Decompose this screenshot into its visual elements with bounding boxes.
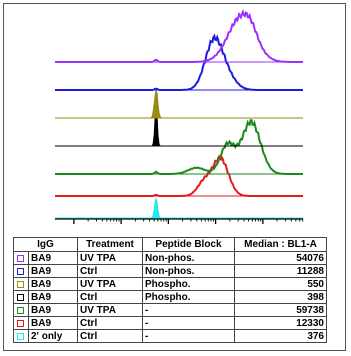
legend-swatch bbox=[13, 251, 29, 265]
header-peptide-block: Peptide Block bbox=[142, 237, 235, 252]
legend-peptide: Phospho. bbox=[142, 277, 235, 291]
legend-row: 2' only Ctrl -376 bbox=[13, 329, 327, 343]
legend-median: 11288 bbox=[234, 264, 327, 278]
legend-row: BA9 UV TPA Non-phos. 54076 bbox=[13, 251, 327, 265]
legend-igg: 2' only bbox=[28, 329, 78, 343]
series-histogram bbox=[55, 119, 303, 175]
legend-peptide: - bbox=[142, 329, 235, 343]
legend-igg: BA9 bbox=[28, 251, 78, 265]
legend-row: BA9 Ctrl -12330 bbox=[13, 316, 327, 330]
legend-treatment: UV TPA bbox=[77, 277, 143, 291]
legend-median: 59738 bbox=[234, 303, 327, 317]
legend-median: 54076 bbox=[234, 251, 327, 265]
legend-peptide: Non-phos. bbox=[142, 251, 235, 265]
legend-median: 398 bbox=[234, 290, 327, 304]
series-histogram bbox=[55, 89, 303, 119]
header-igg: IgG bbox=[13, 237, 78, 252]
legend-swatch bbox=[13, 303, 29, 317]
legend-swatch bbox=[13, 290, 29, 304]
series-histogram bbox=[55, 154, 303, 197]
legend-treatment: UV TPA bbox=[77, 251, 143, 265]
legend-treatment: Ctrl bbox=[77, 264, 143, 278]
legend-treatment: Ctrl bbox=[77, 329, 143, 343]
legend-peptide: - bbox=[142, 316, 235, 330]
legend-header-row: IgG Treatment Peptide Block Median : BL1… bbox=[13, 237, 327, 252]
legend-row: BA9 Ctrl Phospho. 398 bbox=[13, 290, 327, 304]
legend-peptide: Non-phos. bbox=[142, 264, 235, 278]
legend-igg: BA9 bbox=[28, 303, 78, 317]
legend-row: BA9 UV TPA Phospho. 550 bbox=[13, 277, 327, 291]
legend-swatch bbox=[13, 277, 29, 291]
legend-median: 12330 bbox=[234, 316, 327, 330]
legend-row: BA9 Ctrl Non-phos. 11288 bbox=[13, 264, 327, 278]
legend-table: IgG Treatment Peptide Block Median : BL1… bbox=[13, 237, 327, 343]
series-histogram bbox=[55, 102, 303, 147]
legend-median: 376 bbox=[234, 329, 327, 343]
header-treatment: Treatment bbox=[77, 237, 143, 252]
legend-swatch bbox=[13, 264, 29, 278]
legend-peptide: Phospho. bbox=[142, 290, 235, 304]
series-histogram bbox=[55, 8, 303, 63]
legend-swatch bbox=[13, 316, 29, 330]
series-histogram bbox=[55, 33, 303, 91]
legend-igg: BA9 bbox=[28, 316, 78, 330]
legend-igg: BA9 bbox=[28, 277, 78, 291]
legend-peptide: - bbox=[142, 303, 235, 317]
legend-treatment: Ctrl bbox=[77, 316, 143, 330]
legend-igg: BA9 bbox=[28, 264, 78, 278]
legend-median: 550 bbox=[234, 277, 327, 291]
legend-treatment: Ctrl bbox=[77, 290, 143, 304]
legend-treatment: UV TPA bbox=[77, 303, 143, 317]
legend-swatch bbox=[13, 329, 29, 343]
legend-igg: BA9 bbox=[28, 290, 78, 304]
legend-row: BA9 UV TPA -59738 bbox=[13, 303, 327, 317]
series-histogram bbox=[55, 196, 303, 219]
header-median: Median : BL1-A bbox=[234, 237, 327, 252]
